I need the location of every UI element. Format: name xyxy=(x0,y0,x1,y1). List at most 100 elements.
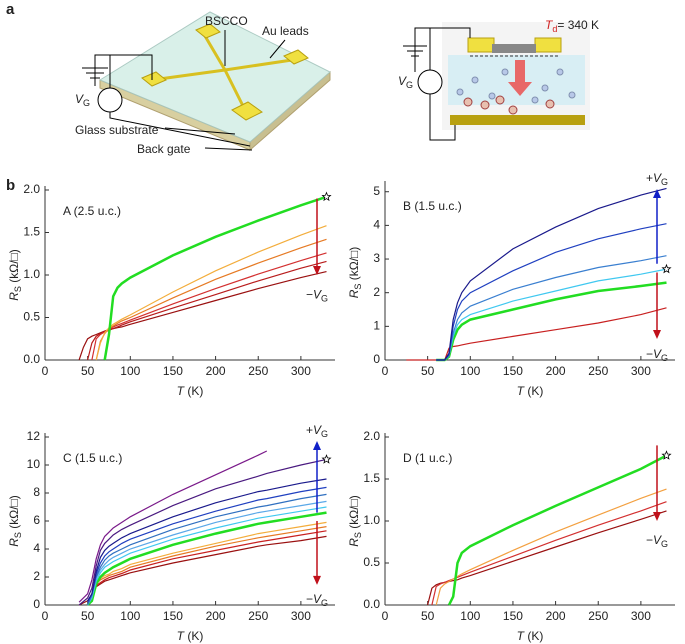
subscript: G xyxy=(661,540,668,550)
x-tick-label: 200 xyxy=(206,364,226,378)
text-part: V xyxy=(313,592,322,606)
arrow-head xyxy=(313,441,321,450)
x-axis-label: T (K) xyxy=(177,384,204,398)
text-part: V xyxy=(313,288,322,302)
text-part: V xyxy=(313,423,322,437)
subscript: G xyxy=(406,80,413,90)
cell-schematic xyxy=(403,22,590,141)
text-part: R xyxy=(347,538,361,547)
x-tick-label: 0 xyxy=(42,364,49,378)
arrow-head xyxy=(653,512,661,521)
y-tick-label: 10 xyxy=(27,457,41,471)
arrow-label: +VG xyxy=(306,423,328,439)
x-tick-label: 50 xyxy=(421,609,435,623)
star-marker xyxy=(321,191,332,202)
line-series xyxy=(436,223,667,361)
text-part: − xyxy=(646,347,653,361)
subscript: G xyxy=(83,98,90,108)
x-tick-label: 250 xyxy=(588,364,608,378)
x-tick-label: 50 xyxy=(81,609,95,623)
symbol: V xyxy=(398,74,407,88)
x-tick-label: 300 xyxy=(631,609,651,623)
y-tick-label: 2.0 xyxy=(363,429,380,443)
chart-title: A (2.5 u.c.) xyxy=(63,204,121,218)
symbol: T xyxy=(545,18,554,32)
subscript: S xyxy=(353,284,363,290)
text-part: − xyxy=(306,592,313,606)
line-series xyxy=(91,252,327,361)
schematic-label: Glass substrate xyxy=(75,123,159,137)
arrow-head xyxy=(313,266,321,275)
subscript: S xyxy=(13,286,23,292)
y-tick-label: 0 xyxy=(33,597,40,611)
y-tick-label: 1.0 xyxy=(363,513,380,527)
gate-voltage: VG xyxy=(75,92,90,108)
arrow-head xyxy=(653,189,661,198)
x-tick-label: 50 xyxy=(421,364,435,378)
line-series xyxy=(87,506,327,606)
line-series xyxy=(87,260,327,361)
text-part: (K) xyxy=(184,629,203,643)
y-axis-label: RS (kΩ/□) xyxy=(347,495,363,547)
text-part: T xyxy=(517,384,526,398)
line-series xyxy=(436,187,667,361)
y-tick-label: 6 xyxy=(33,513,40,527)
text-part: T xyxy=(517,629,526,643)
y-tick-label: 1.5 xyxy=(363,471,380,485)
subscript: G xyxy=(661,353,668,363)
text-part: (kΩ/□) xyxy=(7,249,21,286)
y-axis-label: RS (kΩ/□) xyxy=(347,247,363,299)
subscript: S xyxy=(13,532,23,538)
line-series xyxy=(406,307,667,361)
y-tick-label: 2 xyxy=(33,569,40,583)
y-tick-label: 0.5 xyxy=(363,555,380,569)
y-tick-label: 1.0 xyxy=(23,267,40,281)
y-axis-label: RS (kΩ/□) xyxy=(7,495,23,547)
arrow-label: −VG xyxy=(646,533,668,549)
line-series xyxy=(87,526,327,606)
x-tick-label: 250 xyxy=(248,609,268,623)
line-series xyxy=(87,486,327,603)
line-series xyxy=(87,493,327,606)
line-series xyxy=(95,238,327,361)
y-tick-label: 2.0 xyxy=(23,182,40,196)
text-part: T xyxy=(177,629,186,643)
x-tick-label: 150 xyxy=(503,609,523,623)
line-series xyxy=(103,195,327,361)
subscript: G xyxy=(321,598,328,608)
text-part: V xyxy=(653,533,662,547)
text-part: − xyxy=(306,288,313,302)
temperature-label: Td= 340 K xyxy=(545,18,599,34)
text-part: R xyxy=(7,538,21,547)
arrow-label: −VG xyxy=(306,288,328,304)
line-series xyxy=(427,510,667,606)
chart-title: C (1.5 u.c.) xyxy=(63,451,122,465)
x-tick-label: 200 xyxy=(546,609,566,623)
x-tick-label: 150 xyxy=(163,364,183,378)
x-tick-label: 100 xyxy=(460,609,480,623)
line-series xyxy=(87,530,327,606)
subscript: G xyxy=(661,177,668,187)
text-part: T xyxy=(177,384,186,398)
x-tick-label: 300 xyxy=(291,609,311,623)
line-series xyxy=(435,488,667,606)
x-tick-label: 100 xyxy=(120,609,140,623)
y-tick-label: 4 xyxy=(373,218,380,232)
x-tick-label: 0 xyxy=(382,609,389,623)
text-part: + xyxy=(646,171,653,185)
line-series xyxy=(431,501,667,606)
arrow-label: +VG xyxy=(646,171,668,187)
panel-label: b xyxy=(6,177,15,194)
text-part: V xyxy=(653,171,662,185)
y-tick-label: 1.5 xyxy=(23,225,40,239)
panel-label: a xyxy=(6,1,15,18)
x-tick-label: 200 xyxy=(546,364,566,378)
line-series xyxy=(436,268,667,361)
line-series xyxy=(87,478,327,602)
text-part: − xyxy=(646,533,653,547)
line-series xyxy=(78,458,327,606)
line-series xyxy=(436,255,667,361)
text-part: (kΩ/□) xyxy=(347,247,361,284)
text-part: V xyxy=(653,347,662,361)
